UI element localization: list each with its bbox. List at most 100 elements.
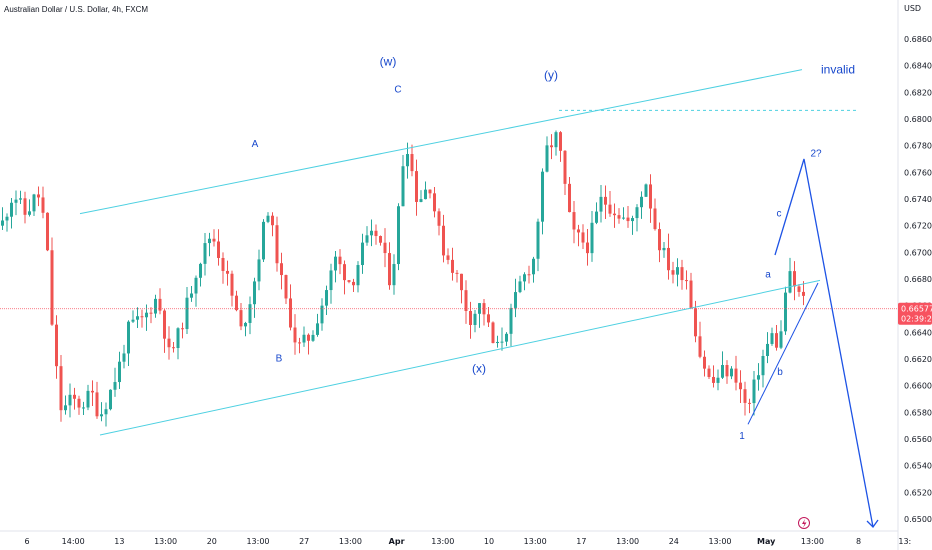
candle bbox=[730, 366, 733, 380]
time-axis-ticks: 6 14:00 13 13:00 20 13:00 27 13:00 Apr 13:00 10 13:… bbox=[24, 537, 911, 546]
time-tick-label: May bbox=[757, 537, 776, 546]
wave-label: B bbox=[276, 354, 283, 365]
candle bbox=[41, 186, 45, 219]
candle bbox=[590, 211, 594, 262]
candle bbox=[689, 272, 693, 309]
candle bbox=[298, 337, 301, 354]
candle bbox=[356, 261, 360, 293]
candle bbox=[68, 383, 72, 418]
candle bbox=[271, 212, 274, 237]
candle bbox=[280, 252, 283, 290]
candle bbox=[487, 307, 490, 327]
candle bbox=[226, 260, 229, 286]
candle bbox=[410, 144, 414, 177]
candle bbox=[338, 249, 342, 275]
candle bbox=[100, 402, 103, 422]
candle bbox=[284, 274, 288, 304]
candle bbox=[289, 284, 292, 331]
candle bbox=[527, 265, 531, 284]
time-tick-label: 13: bbox=[898, 537, 911, 546]
candle bbox=[361, 233, 364, 274]
candle bbox=[235, 290, 238, 312]
candle bbox=[122, 344, 126, 369]
candle bbox=[433, 187, 436, 218]
channel-lower-line bbox=[99, 279, 821, 436]
candle bbox=[203, 233, 207, 276]
time-tick-label: 13:00 bbox=[339, 537, 362, 546]
candle bbox=[797, 284, 801, 297]
candle bbox=[149, 307, 153, 324]
candle bbox=[266, 212, 270, 224]
candle bbox=[77, 395, 81, 415]
candle bbox=[482, 298, 486, 326]
candle bbox=[721, 351, 724, 380]
candle bbox=[622, 207, 625, 220]
candle bbox=[644, 183, 648, 198]
time-tick-label: 17 bbox=[576, 537, 586, 546]
lightning-icon[interactable] bbox=[798, 517, 810, 529]
candle bbox=[118, 351, 121, 389]
candle bbox=[685, 270, 688, 290]
candle bbox=[194, 275, 198, 307]
candle bbox=[46, 212, 49, 252]
wave-label: invalid bbox=[821, 63, 855, 77]
candle bbox=[667, 233, 670, 280]
candle bbox=[752, 371, 756, 416]
candle bbox=[1, 207, 4, 231]
candle bbox=[725, 360, 729, 384]
wave-label: b bbox=[777, 367, 783, 378]
candle bbox=[424, 181, 427, 200]
time-tick-label: Apr bbox=[389, 537, 405, 546]
wave-labels-layer: A B C (w) (x) (y) invalid 1 a b c 2? bbox=[252, 55, 855, 442]
candle bbox=[185, 287, 189, 334]
candle bbox=[397, 203, 400, 271]
time-tick-label: 13:00 bbox=[431, 537, 454, 546]
current-price-tag: 0.66577 02:39:20 bbox=[898, 302, 932, 325]
time-tick-label: 13:00 bbox=[616, 537, 639, 546]
candle bbox=[640, 191, 643, 219]
candle bbox=[599, 184, 603, 223]
candle bbox=[595, 202, 598, 225]
candle bbox=[104, 402, 108, 427]
time-tick-label: 20 bbox=[207, 537, 217, 546]
candle bbox=[532, 256, 535, 283]
candle bbox=[50, 237, 54, 326]
time-tick-label: 13:00 bbox=[154, 537, 177, 546]
candle bbox=[757, 363, 760, 391]
candle bbox=[518, 275, 522, 294]
candle bbox=[244, 321, 247, 337]
candle bbox=[10, 197, 13, 229]
time-tick-label: 8 bbox=[856, 537, 861, 546]
chart-title: Australian Dollar / U.S. Dollar, 4h, FXC… bbox=[4, 5, 149, 14]
time-tick-label: 13:00 bbox=[708, 537, 731, 546]
candle bbox=[734, 355, 738, 391]
candle bbox=[329, 263, 333, 304]
candle bbox=[505, 332, 508, 347]
candle bbox=[698, 321, 702, 359]
candle bbox=[14, 190, 18, 216]
candle bbox=[581, 224, 585, 249]
candle bbox=[559, 131, 562, 162]
candle bbox=[23, 191, 27, 224]
time-tick-label: 13:00 bbox=[246, 537, 269, 546]
candle bbox=[32, 193, 36, 216]
candle bbox=[446, 248, 450, 265]
candle bbox=[127, 320, 130, 367]
candle bbox=[779, 320, 783, 350]
candle bbox=[761, 349, 765, 388]
wave-label: a bbox=[765, 270, 771, 281]
candle bbox=[257, 249, 261, 291]
candle bbox=[262, 219, 265, 263]
time-tick-label: 13:00 bbox=[801, 537, 824, 546]
candle bbox=[374, 224, 378, 245]
candle bbox=[788, 257, 792, 294]
